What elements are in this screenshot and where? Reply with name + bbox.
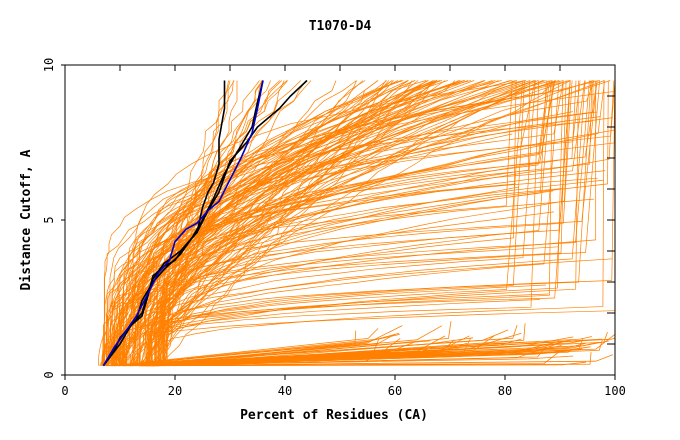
- model-curve: [132, 80, 264, 366]
- model-curve: [149, 80, 597, 366]
- x-tick-label: 100: [604, 384, 626, 398]
- model-curve: [115, 80, 466, 366]
- model-curve: [147, 80, 512, 366]
- y-axis-label: Distance Cutoff, A: [19, 149, 34, 290]
- model-curve: [157, 179, 604, 366]
- y-tick-label: 10: [42, 58, 56, 72]
- model-curve: [150, 325, 403, 367]
- model-curve: [159, 80, 409, 366]
- model-curve: [130, 333, 396, 367]
- model-curve: [152, 341, 565, 367]
- model-curve: [111, 328, 379, 367]
- model-curve: [122, 80, 446, 366]
- model-curve: [120, 80, 288, 366]
- series-line-4: [102, 80, 264, 367]
- model-curve: [121, 80, 616, 366]
- model-curve: [141, 80, 234, 366]
- model-curve: [127, 345, 562, 367]
- model-curve: [122, 80, 403, 366]
- model-curve: [146, 80, 530, 366]
- model-curve: [101, 80, 581, 366]
- model-curve: [146, 338, 584, 367]
- highlighted-curves-layer: [102, 79, 308, 367]
- x-tick-label: 40: [278, 384, 292, 398]
- model-curve: [148, 186, 519, 366]
- model-curve: [121, 80, 571, 366]
- model-curve: [159, 80, 577, 366]
- y-tick-label: 0: [42, 371, 56, 378]
- model-curve: [134, 80, 571, 366]
- x-tick-label: 20: [168, 384, 182, 398]
- model-curve: [132, 80, 556, 366]
- model-curve: [129, 350, 394, 367]
- model-curve: [112, 258, 613, 366]
- model-curve: [103, 80, 312, 366]
- model-curve: [126, 325, 443, 367]
- model-curve: [118, 336, 592, 367]
- axis-ticks: 0 20 40 60 80 100 0 5 10: [42, 58, 626, 398]
- model-curve: [116, 336, 388, 367]
- model-curve: [138, 80, 600, 366]
- model-curve: [154, 111, 574, 366]
- model-curve: [134, 80, 549, 366]
- model-curve: [162, 80, 260, 366]
- model-curve: [116, 80, 357, 366]
- model-curve: [159, 80, 499, 366]
- model-curve: [105, 80, 502, 366]
- model-curve: [141, 354, 614, 367]
- model-curve: [108, 80, 486, 366]
- model-curve: [104, 80, 560, 366]
- model-curve: [164, 80, 456, 366]
- model-curve: [105, 229, 560, 366]
- model-curve: [131, 80, 605, 366]
- x-axis-label: Percent of Residues (CA): [240, 408, 428, 423]
- model-curve: [163, 80, 564, 366]
- chart-title: T1070-D4: [309, 19, 372, 34]
- model-curve: [111, 80, 288, 366]
- model-curve: [156, 80, 539, 366]
- model-curve: [164, 198, 595, 366]
- x-tick-label: 80: [498, 384, 512, 398]
- model-curve: [124, 80, 283, 366]
- model-curve: [107, 80, 399, 366]
- series-line-3: [102, 79, 308, 367]
- model-curve: [152, 321, 452, 367]
- model-curve: [132, 80, 390, 366]
- x-tick-label: 60: [388, 384, 402, 398]
- model-curve: [143, 341, 540, 367]
- model-curve: [144, 80, 598, 366]
- model-curve: [137, 293, 549, 366]
- model-curve: [144, 80, 378, 366]
- model-curve: [106, 90, 616, 366]
- x-tick-label: 0: [61, 384, 68, 398]
- model-curve: [106, 80, 571, 366]
- model-curve: [144, 350, 561, 367]
- model-curve: [155, 80, 547, 366]
- model-curve: [144, 284, 547, 366]
- y-tick-label: 5: [42, 216, 56, 223]
